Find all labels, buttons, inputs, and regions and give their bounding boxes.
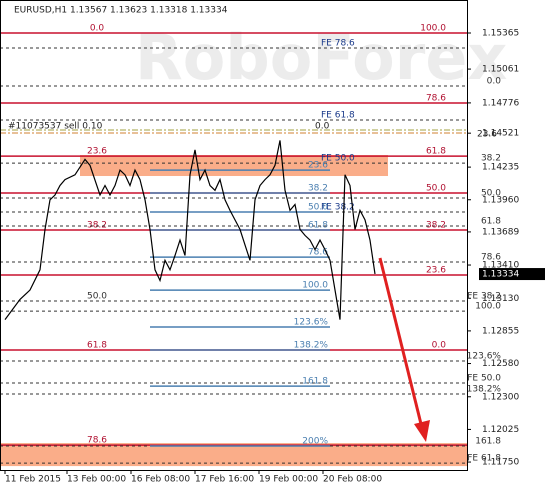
y-tick-label: 1.13689 (482, 227, 519, 237)
level-label: 78.6 (87, 436, 107, 446)
level-label: 78.6 (481, 253, 501, 263)
level-label: FE 61.8 (321, 110, 355, 120)
trade-label: #11073537 sell 0.10 (8, 121, 103, 131)
level-label: 23.6 (87, 147, 107, 157)
level-label: 61.8 (481, 216, 501, 226)
level-label: FE 38.2 (467, 291, 501, 301)
level-label: 0.0 (90, 23, 105, 33)
level-label: 100.0 (475, 302, 501, 312)
level-label: 23.6 (477, 129, 497, 139)
level-label: 50.0 (308, 202, 328, 212)
level-label: 50.0 (481, 188, 501, 198)
y-tick-label: 1.14521 (482, 129, 519, 139)
level-label: FE 78.6 (321, 38, 355, 48)
x-tick-label: 11 Feb 2015 (5, 475, 61, 485)
level-label: 23.6 (308, 161, 328, 171)
watermark: RoboForex (135, 21, 507, 94)
level-label: FE 50.0 (321, 154, 355, 164)
level-label: 161.8 (302, 377, 328, 387)
level-label: 138.2% (467, 385, 502, 395)
y-tick-label: 1.14235 (482, 163, 519, 173)
y-tick-label: 1.15061 (482, 65, 519, 75)
arrow (378, 257, 430, 442)
zone (0, 443, 467, 467)
level-label: 0.0 (432, 341, 447, 351)
current-price-label: 1.13334 (482, 270, 519, 280)
level-label: 100.0 (420, 23, 446, 33)
x-tick-label: 16 Feb 08:00 (131, 475, 190, 485)
level-label: 38.2 (308, 183, 328, 193)
level-label: 50.0 (87, 291, 107, 301)
y-tick-label: 1.13410 (482, 261, 519, 271)
y-tick-label: 1.12855 (482, 326, 519, 336)
level-label: 123.6% (294, 317, 329, 327)
plot-frame (0, 0, 468, 471)
level-label: FE 38.2 (321, 202, 355, 212)
y-tick-label: 1.12025 (482, 425, 519, 435)
y-tick-label: 1.13130 (482, 294, 519, 304)
y-tick-label: 1.13960 (482, 195, 519, 205)
level-label: 100.0 (302, 281, 328, 291)
level-label: 61.8 (426, 147, 446, 157)
level-label: 50.0 (426, 183, 446, 193)
chart-title: EURUSD,H1 1.13567 1.13623 1.13318 1.1333… (14, 6, 228, 16)
level-label: 123.6% (467, 352, 502, 362)
level-label: FE 50.0 (467, 374, 501, 384)
price-line (4, 140, 376, 320)
level-label: 78.6 (308, 248, 328, 258)
level-label: 200% (302, 437, 328, 447)
level-label: 61.8 (87, 341, 107, 351)
x-tick-label: 17 Feb 16:00 (195, 475, 254, 485)
x-tick-label: 19 Feb 00:00 (259, 475, 318, 485)
arrow-shaft (378, 257, 424, 429)
level-label: 38.2 (426, 221, 446, 231)
level-label: 0.0 (315, 121, 330, 131)
y-tick-label: 1.14776 (482, 98, 519, 108)
level-label: FE 61.8 (467, 454, 501, 464)
level-label: 161.8 (475, 437, 501, 447)
x-tick-label: 13 Feb 00:00 (67, 475, 126, 485)
current-price-box (479, 268, 545, 281)
arrow-head (414, 420, 430, 442)
y-tick-label: 1.15365 (482, 28, 519, 38)
level-label: 61.8 (308, 221, 328, 231)
y-tick-label: 1.11750 (482, 458, 519, 468)
x-tick-label: 20 Feb 08:00 (323, 475, 382, 485)
level-label: 138.2% (294, 341, 329, 351)
level-label: 0.0 (487, 77, 502, 87)
y-tick-label: 1.12580 (482, 359, 519, 369)
level-label: 78.6 (426, 94, 446, 104)
level-label: 38.2 (481, 154, 501, 164)
y-tick-label: 1.12300 (482, 392, 519, 402)
level-label: 23.6 (426, 265, 446, 275)
